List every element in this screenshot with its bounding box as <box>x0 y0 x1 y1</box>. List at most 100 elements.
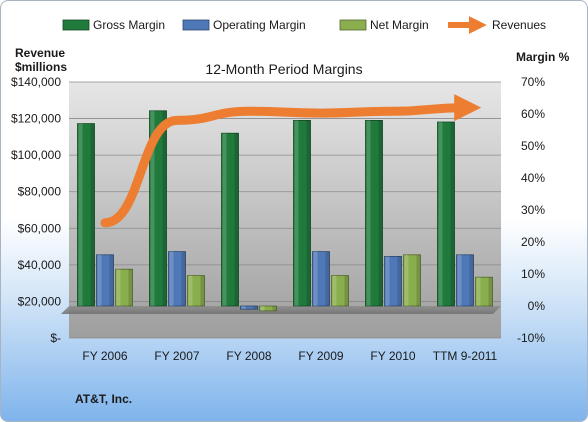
bar-face <box>168 251 186 307</box>
x-axis-ticks: FY 2006 FY 2007 FY 2008 FY 2009 FY 2010 TTM 9… <box>82 349 497 363</box>
x-tick-label: FY 2009 <box>298 349 343 363</box>
bar-shadow <box>253 306 258 310</box>
bar-shadow <box>469 254 474 306</box>
left-tick-label: $120,000 <box>11 112 61 126</box>
bar-face <box>221 132 239 307</box>
bar-shadow <box>378 120 383 307</box>
right-tick-label: 10% <box>521 267 545 281</box>
right-tick-label: 20% <box>521 235 545 249</box>
bars <box>77 110 493 312</box>
bar-highlight <box>404 254 409 306</box>
bar-shadow <box>450 122 455 306</box>
bar <box>365 120 383 307</box>
bar-highlight <box>313 251 318 306</box>
bar-highlight <box>116 269 121 306</box>
bar-face <box>259 305 277 312</box>
bar <box>475 276 493 307</box>
bar <box>221 132 239 307</box>
bar-face <box>96 254 114 307</box>
bar <box>384 255 402 307</box>
left-tick-label: $20,000 <box>18 294 62 308</box>
left-axis-ticks: $- $20,000 $40,000 $60,000 $80,000 $100,000 $1… <box>11 75 61 345</box>
revenue-line-path <box>100 94 482 228</box>
bar-shadow <box>90 123 95 306</box>
bar-face <box>115 268 133 307</box>
bar <box>331 275 349 307</box>
legend-swatch <box>182 19 210 31</box>
legend-swatch <box>339 19 367 31</box>
right-axis-ticks: -10% 0% 10% 20% 30% 40% 50% 60% 70% <box>517 75 545 345</box>
bar-face <box>456 254 474 307</box>
bar-highlight <box>97 254 102 306</box>
legend-label: Operating Margin <box>213 18 306 32</box>
legend-label: Net Margin <box>370 18 429 32</box>
right-tick-label: 40% <box>521 171 545 185</box>
bar-face <box>331 275 349 307</box>
revenue-series <box>100 94 482 228</box>
bar-highlight <box>241 306 246 310</box>
left-tick-label: $80,000 <box>18 185 62 199</box>
bar-highlight <box>332 275 337 306</box>
right-axis-label: Margin % <box>516 50 570 64</box>
bar-highlight <box>150 110 155 306</box>
bar-face <box>312 251 330 307</box>
bar-highlight <box>169 251 174 306</box>
plot-background <box>69 82 501 338</box>
bar-highlight <box>385 256 390 306</box>
bar-face <box>77 123 95 307</box>
x-tick-label: FY 2008 <box>226 349 271 363</box>
bar <box>240 305 258 310</box>
right-tick-label: -10% <box>517 331 545 345</box>
bar-shadow <box>344 275 349 306</box>
bar-shadow <box>181 251 186 306</box>
bar-shadow <box>272 306 277 311</box>
bar <box>403 254 421 307</box>
left-tick-label: $100,000 <box>11 148 61 162</box>
bar-face <box>187 275 205 307</box>
bar <box>312 251 330 307</box>
bar-highlight <box>438 122 443 306</box>
company-label: AT&T, Inc. <box>75 392 132 406</box>
legend-swatch <box>62 19 90 31</box>
legend-item: Gross Margin <box>62 18 165 32</box>
bar-face <box>475 276 493 307</box>
legend-item: Operating Margin <box>182 18 306 32</box>
bar <box>187 275 205 307</box>
bar-highlight <box>366 120 371 307</box>
bar-shadow <box>325 251 330 306</box>
bar <box>456 254 474 307</box>
bar-highlight <box>78 123 83 306</box>
bar-face <box>384 255 402 307</box>
bar <box>96 254 114 307</box>
bar-shadow <box>488 277 493 306</box>
left-tick-label: $- <box>50 331 61 345</box>
bar <box>77 123 95 307</box>
bar-highlight <box>222 133 227 306</box>
legend-label: Gross Margin <box>93 18 165 32</box>
x-tick-label: FY 2006 <box>82 349 127 363</box>
x-tick-label: TTM 9-2011 <box>433 349 498 363</box>
bar-face <box>293 120 311 307</box>
bar-highlight <box>294 120 299 307</box>
legend-item: Net Margin <box>339 18 429 32</box>
bar-shadow <box>200 275 205 306</box>
bar-shadow <box>128 269 133 306</box>
gridlines <box>69 81 501 339</box>
plot-floor <box>61 306 501 314</box>
left-axis-label-line1: Revenue <box>15 46 65 60</box>
bar <box>168 251 186 307</box>
bar <box>149 110 167 307</box>
bar <box>259 305 277 312</box>
bar-face <box>240 305 258 310</box>
bar-shadow <box>162 110 167 306</box>
right-tick-label: 70% <box>521 75 545 89</box>
bar-highlight <box>188 275 193 306</box>
right-tick-label: 50% <box>521 139 545 153</box>
right-tick-label: 0% <box>528 299 546 313</box>
x-tick-label: FY 2010 <box>370 349 415 363</box>
x-tick-label: FY 2007 <box>154 349 199 363</box>
legend-label: Revenues <box>492 18 546 32</box>
bar <box>293 120 311 307</box>
